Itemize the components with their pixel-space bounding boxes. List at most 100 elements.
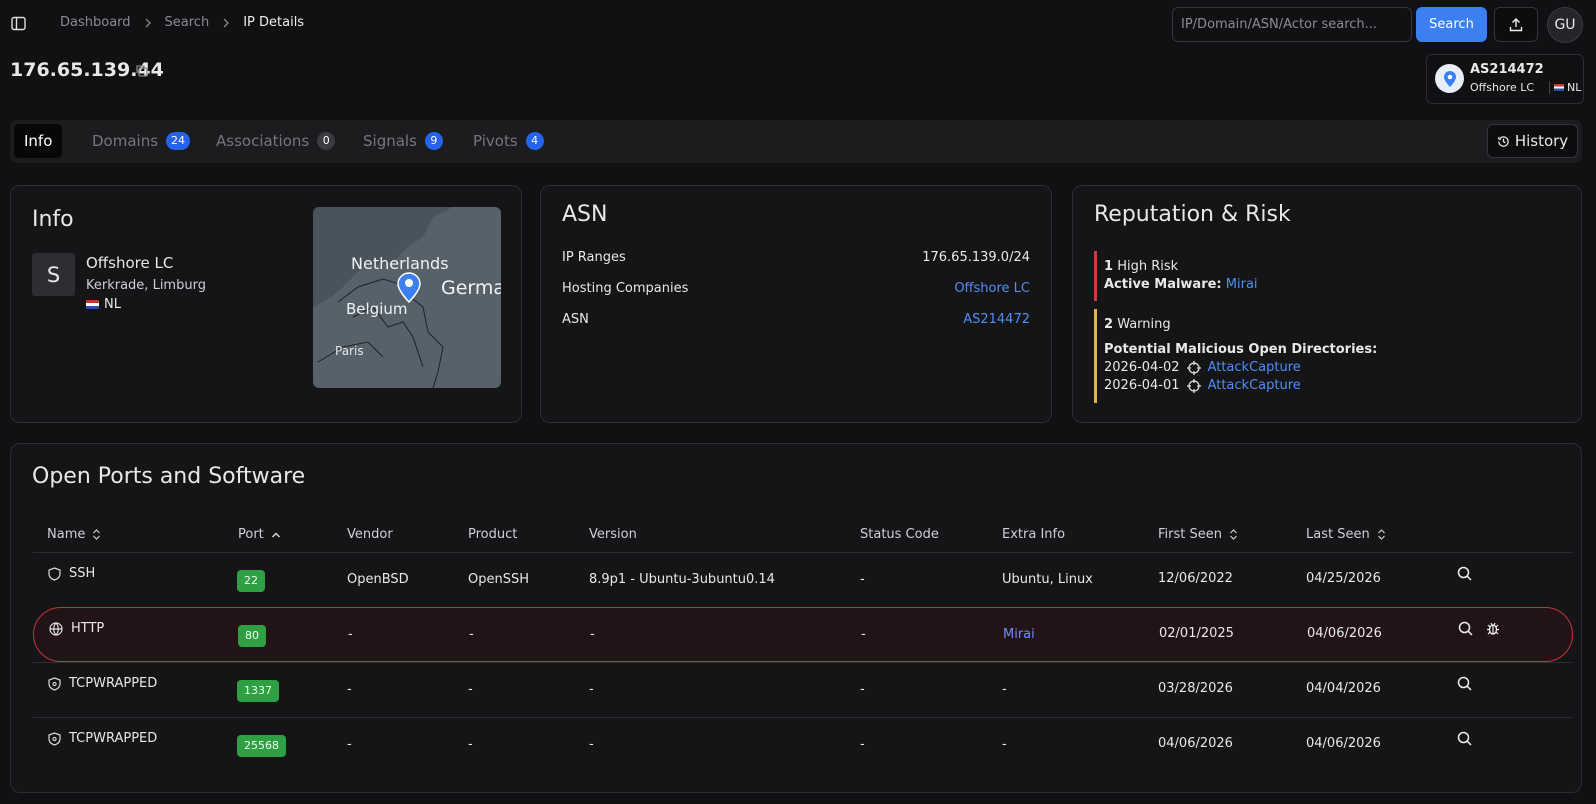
column-label: Version [589, 527, 637, 542]
breadcrumb[interactable]: Dashboard [60, 15, 131, 30]
first-seen: 02/01/2025 [1159, 626, 1234, 641]
column-label: Product [468, 527, 518, 542]
row-search[interactable] [1457, 731, 1472, 746]
first-seen: 03/28/2026 [1158, 681, 1233, 696]
asn-badge-country: NL [1549, 81, 1581, 94]
item-link[interactable]: AttackCapture [1207, 360, 1301, 375]
shield-icon [48, 566, 61, 581]
item-link[interactable]: AttackCapture [1207, 378, 1301, 393]
search-input[interactable]: IP/Domain/ASN/Actor search... [1172, 7, 1412, 42]
user-avatar[interactable]: GU [1547, 7, 1583, 43]
product: OpenSSH [468, 572, 530, 587]
asn-icon [1435, 64, 1464, 93]
vendor: - [347, 737, 352, 752]
map-label: Netherlands [351, 254, 449, 273]
item-icon [1186, 378, 1201, 393]
malware-link[interactable]: Mirai [1225, 277, 1258, 292]
tab-label: Domains [92, 132, 159, 150]
item-icon [1186, 360, 1201, 375]
search-icon [1457, 731, 1472, 746]
last-seen: 04/25/2026 [1306, 571, 1381, 586]
copy-icon[interactable] [135, 64, 149, 78]
flag-nl [1554, 84, 1564, 91]
export-button[interactable] [1494, 7, 1538, 42]
row-malware[interactable] [1485, 620, 1501, 636]
product: - [468, 682, 473, 697]
asn-row-value[interactable]: AS214472 [963, 312, 1030, 327]
vendor: OpenBSD [347, 572, 409, 587]
first-seen: 04/06/2026 [1158, 736, 1233, 751]
service-name: SSH [48, 566, 95, 581]
history-label: History [1514, 132, 1569, 150]
row-search[interactable] [1458, 621, 1473, 636]
org-location: Kerkrade, Limburg [86, 278, 206, 293]
row-search[interactable] [1457, 676, 1472, 691]
map-sea [313, 207, 453, 307]
service-name: TCPWRAPPED [48, 731, 157, 746]
ip-title: 176.65.139.44 [10, 59, 164, 81]
sort-control [92, 529, 101, 540]
port-badge: 25568 [237, 735, 286, 757]
history-button[interactable]: History [1487, 124, 1578, 158]
column-label: Vendor [347, 527, 393, 542]
port-row: HTTP 80 - - - - Mirai 02/01/2025 04/06/2026 [33, 607, 1573, 662]
card-title: Info [32, 207, 74, 232]
warning-heading: Potential Malicious Open Directories: [1104, 342, 1378, 357]
column-header[interactable]: Port [238, 527, 281, 542]
breadcrumbs: Dashboard Search IP Details [60, 15, 304, 30]
sidebar-toggle[interactable] [11, 16, 26, 31]
sort-control [1229, 529, 1238, 540]
last-seen: 04/06/2026 [1306, 736, 1381, 751]
tab[interactable]: Associations 0 [206, 124, 345, 158]
tab-label: Pivots [473, 132, 518, 150]
chevron-icon [145, 18, 151, 27]
map-borders [317, 278, 444, 388]
sort-control [271, 531, 281, 539]
tab-count: 24 [166, 132, 191, 150]
tab[interactable]: Signals 9 [353, 124, 453, 158]
tab[interactable]: Info [14, 124, 63, 158]
tab[interactable]: Pivots 4 [463, 124, 554, 158]
map-label: Belgium [346, 300, 408, 318]
pin-icon [1443, 70, 1456, 87]
asn-row-value[interactable]: Offshore LC [954, 281, 1030, 296]
column-header: Product [468, 527, 517, 542]
org-country: NL [86, 297, 121, 312]
port-row: TCPWRAPPED 25568 - - - - - 04/06/2026 04/06/2026 [33, 717, 1573, 772]
search-icon [1457, 676, 1472, 691]
search-icon [1458, 621, 1473, 636]
vendor: - [347, 682, 352, 697]
sort-icon [1230, 529, 1237, 540]
item-date: 2026-04-01 [1104, 378, 1180, 393]
sort-icon [1377, 529, 1385, 540]
service-icon [48, 676, 61, 691]
asn-row-label: Hosting Companies [562, 281, 689, 296]
tab-bar: Info Domains 24 Associations 0 Signals 9 Pivots… [10, 120, 1582, 163]
breadcrumb: IP Details [243, 15, 305, 30]
warning-item: 2026-04-02 AttackCapture [1104, 360, 1301, 375]
map-label: Paris [335, 344, 364, 358]
tab[interactable]: Domains 24 [82, 124, 200, 158]
tab-label: Info [24, 132, 53, 150]
sort-asc-icon [271, 532, 280, 537]
breadcrumb[interactable]: Search [164, 15, 210, 30]
column-label: Status Code [860, 527, 939, 542]
search-icon [1457, 566, 1472, 581]
column-header[interactable]: Last Seen [1306, 527, 1386, 542]
asn-row-label: ASN [562, 312, 589, 327]
row-search[interactable] [1457, 566, 1472, 581]
location-map: Netherlands Belgium Germa Paris [313, 207, 501, 388]
search-button[interactable]: Search [1416, 7, 1487, 42]
asn-row-label: IP Ranges [562, 250, 626, 265]
version: 8.9p1 - Ubuntu-3ubuntu0.14 [589, 572, 775, 587]
detail-label: Active Malware: [1104, 277, 1222, 292]
item-date: 2026-04-02 [1104, 360, 1180, 375]
extra[interactable]: Mirai [1003, 627, 1035, 642]
column-header[interactable]: First Seen [1158, 527, 1238, 542]
asn-card: ASN IP Ranges 176.65.139.0/24 Hosting Comp… [540, 185, 1052, 423]
info-card: Info S Offshore LC Kerkrade, Limburg NL … [10, 185, 522, 423]
column-header: Extra Info [1002, 527, 1065, 542]
column-header[interactable]: Name [47, 527, 101, 542]
asn-badge[interactable]: AS214472 Offshore LC NL [1426, 54, 1584, 104]
